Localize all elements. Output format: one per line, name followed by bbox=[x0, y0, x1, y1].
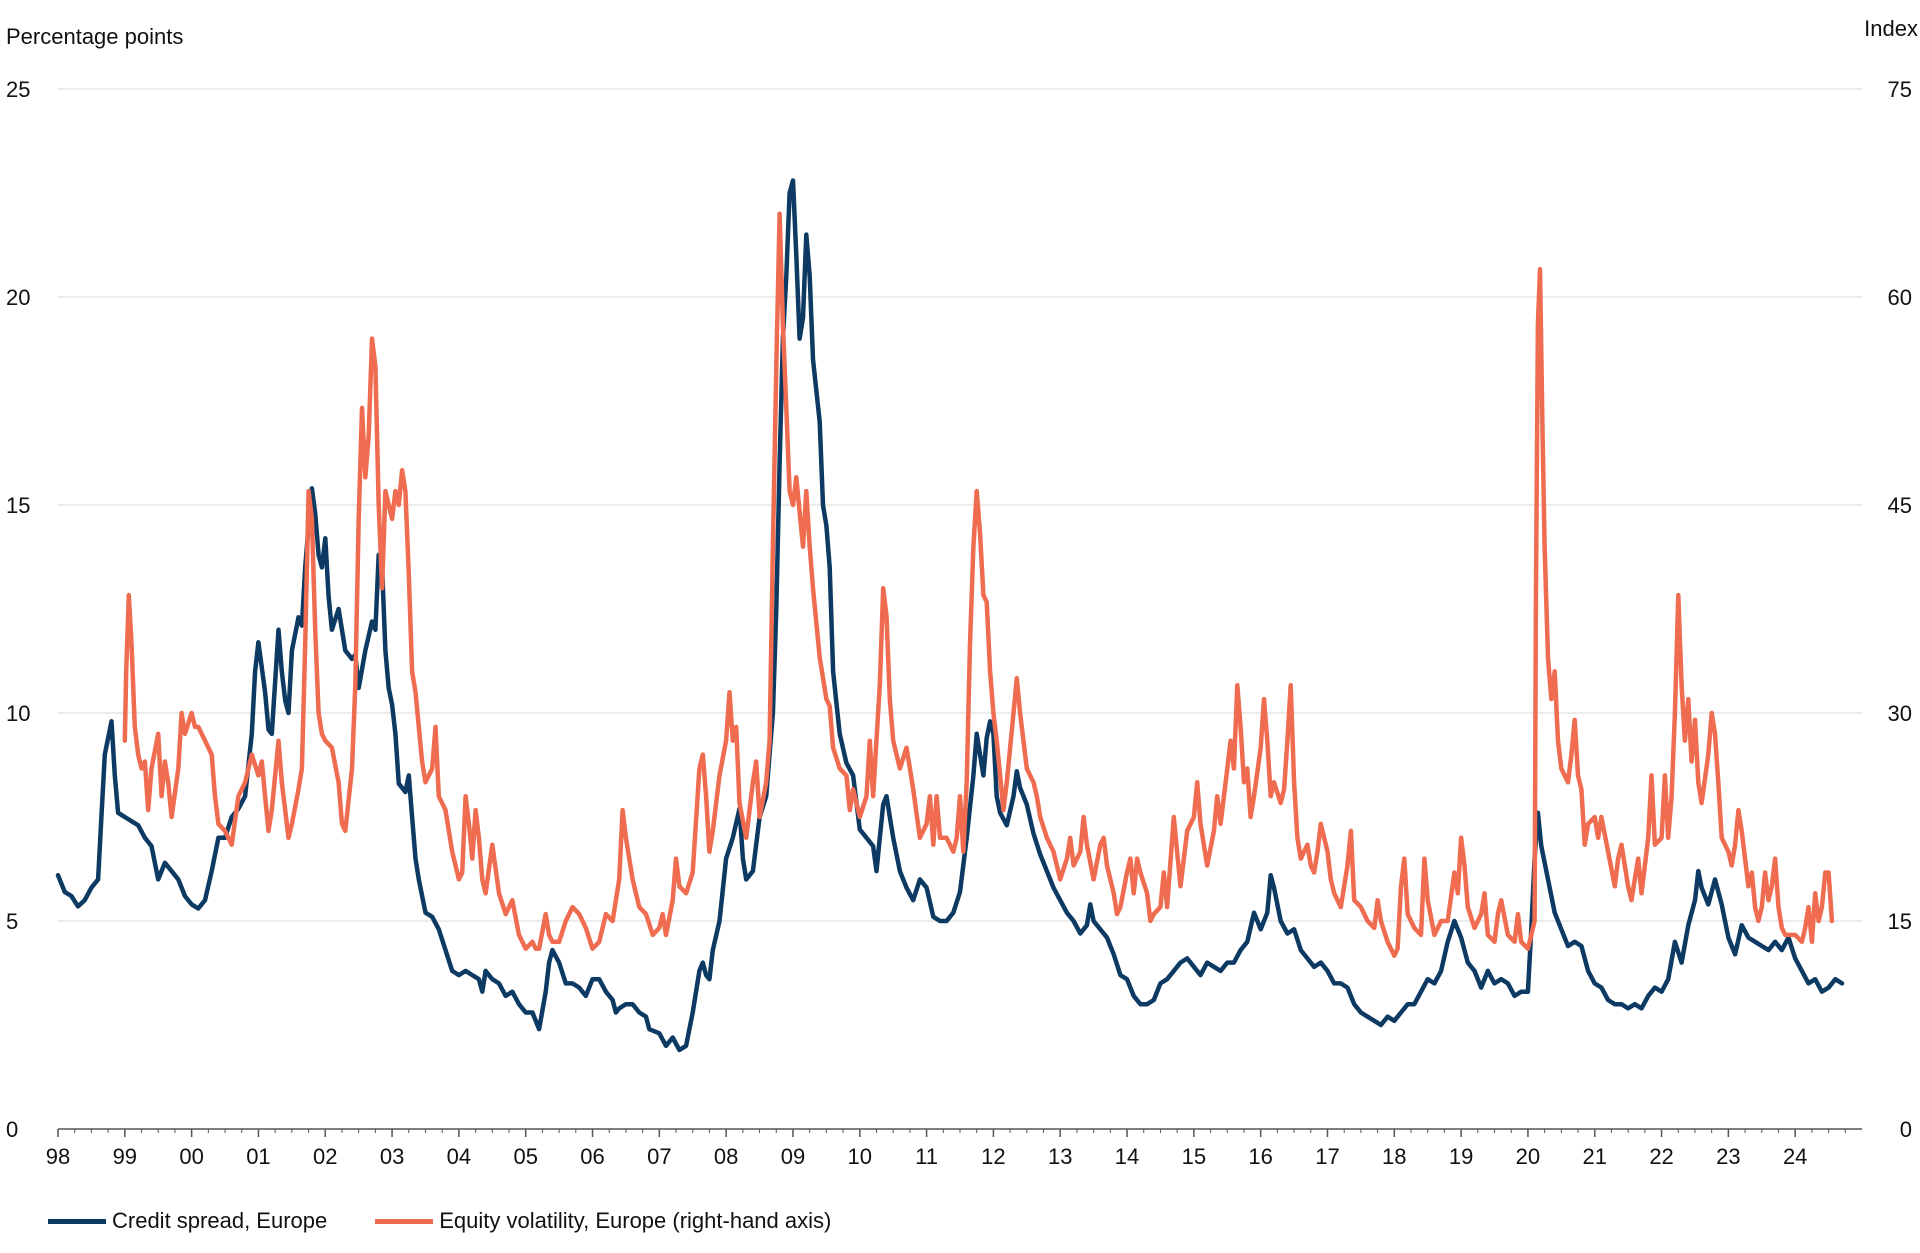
x-tick-label: 24 bbox=[1783, 1144, 1807, 1169]
series-lines bbox=[55, 178, 1845, 1053]
x-tick-label: 16 bbox=[1248, 1144, 1272, 1169]
left-tick-label: 15 bbox=[6, 493, 30, 518]
x-tick-label: 17 bbox=[1315, 1144, 1339, 1169]
left-tick-label: 10 bbox=[6, 701, 30, 726]
x-tick-label: 11 bbox=[915, 1144, 938, 1169]
legend-label-equity: Equity volatility, Europe (right-hand ax… bbox=[439, 1208, 832, 1233]
series-line-equity-volatility bbox=[122, 211, 1835, 958]
left-tick-label: 20 bbox=[6, 285, 30, 310]
x-tick-label: 98 bbox=[46, 1144, 70, 1169]
right-tick-label: 75 bbox=[1888, 77, 1912, 102]
x-tick-label: 06 bbox=[580, 1144, 604, 1169]
right-tick-label: 45 bbox=[1888, 493, 1912, 518]
legend-label-credit: Credit spread, Europe bbox=[112, 1208, 328, 1233]
left-tick-label: 25 bbox=[6, 77, 30, 102]
x-tick-label: 08 bbox=[714, 1144, 738, 1169]
x-tick-label: 00 bbox=[179, 1144, 203, 1169]
right-axis-title: Index bbox=[1864, 16, 1918, 41]
x-tick-label: 02 bbox=[313, 1144, 337, 1169]
left-tick-label: 5 bbox=[6, 909, 18, 934]
x-tick-label: 13 bbox=[1048, 1144, 1072, 1169]
x-tick-label: 07 bbox=[647, 1144, 671, 1169]
x-tick-label: 05 bbox=[513, 1144, 537, 1169]
x-tick-label: 15 bbox=[1182, 1144, 1206, 1169]
x-tick-label: 12 bbox=[981, 1144, 1005, 1169]
x-tick-label: 19 bbox=[1449, 1144, 1473, 1169]
x-tick-label: 03 bbox=[380, 1144, 404, 1169]
legend-swatch-credit bbox=[48, 1218, 106, 1224]
x-tick-label: 01 bbox=[246, 1144, 270, 1169]
x-tick-label: 09 bbox=[781, 1144, 805, 1169]
x-tick-label: 10 bbox=[848, 1144, 872, 1169]
series-line-credit-spread bbox=[55, 178, 1845, 1053]
x-tick-label: 04 bbox=[447, 1144, 471, 1169]
legend-item-equity: Equity volatility, Europe (right-hand ax… bbox=[375, 1208, 831, 1234]
x-tick-label: 18 bbox=[1382, 1144, 1406, 1169]
legend-swatch-equity bbox=[375, 1218, 434, 1224]
x-tick-label: 22 bbox=[1649, 1144, 1673, 1169]
right-tick-label: 0 bbox=[1900, 1117, 1912, 1142]
left-axis-title: Percentage points bbox=[6, 24, 183, 49]
x-tick-label: 23 bbox=[1716, 1144, 1740, 1169]
right-tick-label: 60 bbox=[1888, 285, 1912, 310]
right-tick-label: 15 bbox=[1888, 909, 1912, 934]
x-tick-label: 99 bbox=[113, 1144, 137, 1169]
legend-item-credit: Credit spread, Europe bbox=[48, 1208, 327, 1234]
legend: Credit spread, Europe Equity volatility,… bbox=[48, 1208, 831, 1234]
x-tick-label: 14 bbox=[1115, 1144, 1139, 1169]
right-tick-label: 30 bbox=[1888, 701, 1912, 726]
x-tick-label: 20 bbox=[1516, 1144, 1540, 1169]
x-tick-label: 21 bbox=[1582, 1144, 1606, 1169]
left-tick-label: 0 bbox=[6, 1117, 18, 1142]
